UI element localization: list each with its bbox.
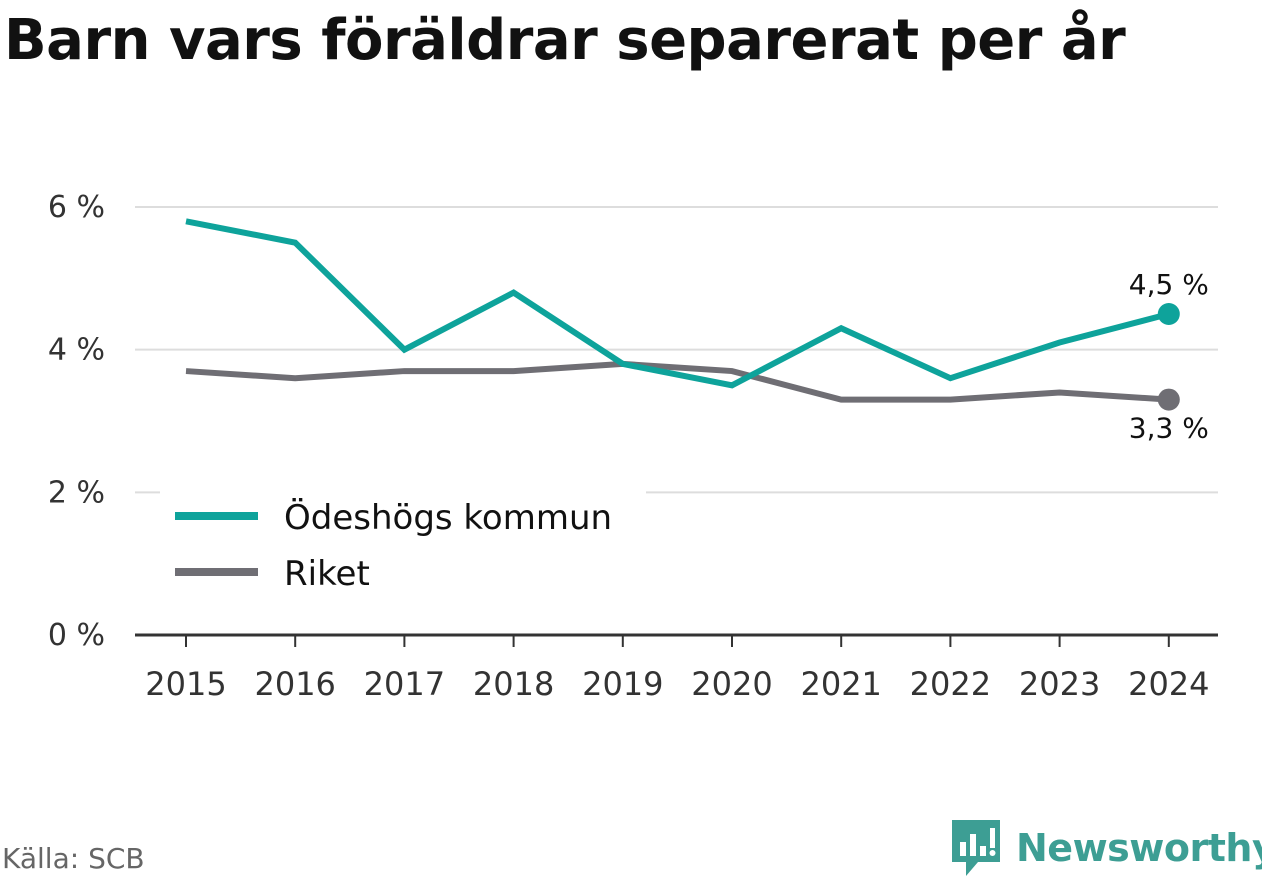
axes: 0 % 2 % 4 % 6 % 2015 2016 2017 2018 2019 2020 2021… [48,190,1218,703]
legend-label: Ödeshögs kommun [284,497,612,538]
legend-label: Riket [284,554,370,594]
x-tick-label: 2019 [582,665,663,703]
x-tick-label: 2016 [254,665,335,703]
y-tick-label: 0 % [48,618,105,653]
series-end-marker [1157,388,1180,411]
brand-logo[interactable]: Newsworthy [950,818,1262,878]
series-line [185,218,1170,389]
y-tick-label: 4 % [48,333,105,368]
brand-name: Newsworthy [1016,826,1262,870]
x-tick-label: 2018 [473,665,554,703]
end-value-label: 4,5 % [1129,268,1209,301]
x-tick-label: 2023 [1019,665,1100,703]
y-tick-label: 6 % [48,190,105,225]
x-tick-label: 2017 [364,665,445,703]
x-tick-label: 2024 [1128,665,1209,703]
end-value-label: 3,3 % [1129,412,1209,445]
x-tick-label: 2021 [800,665,881,703]
series-line [185,360,1169,403]
x-tick-label: 2020 [691,665,772,703]
x-tick-label: 2022 [910,665,991,703]
bar-chart-speech-bubble-icon [952,820,1000,876]
series-end-marker [1157,303,1180,325]
gridlines [135,206,1218,494]
y-tick-label: 2 % [48,475,105,510]
source-note: Källa: SCB [2,842,145,875]
x-tick-label: 2015 [145,665,226,703]
chart-title: Barn vars föräldrar separerat per år [4,8,1126,73]
legend-background [160,490,646,610]
legend: Ödeshögs kommun Riket [160,490,646,610]
series-lines [185,218,1180,411]
data-labels: 4,5 % 3,3 % [1129,268,1209,445]
